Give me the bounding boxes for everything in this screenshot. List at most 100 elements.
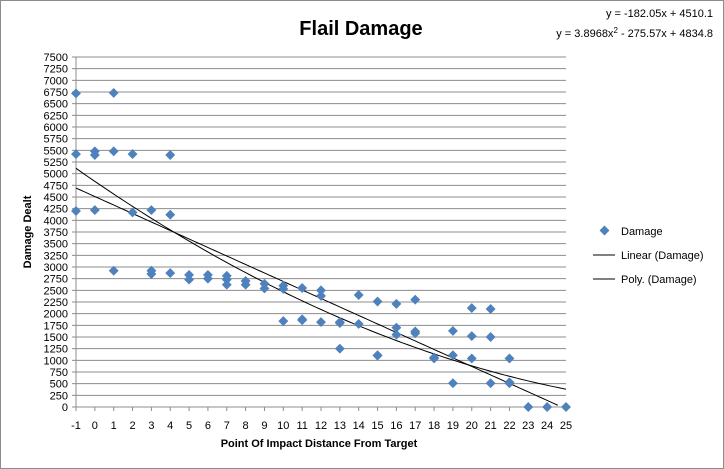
y-tick-label: 3750 [44,227,68,239]
y-tick-label: 2000 [44,309,68,321]
y-tick-label: 750 [50,367,68,379]
y-tick-label: 4500 [44,192,68,204]
x-tick-label: 9 [261,420,267,432]
legend-marker-damage [599,225,610,236]
y-tick-label: 5500 [44,145,68,157]
y-tick-label: 7000 [44,75,68,87]
y-tick-label: 1500 [44,332,68,344]
data-point [165,150,176,160]
data-point [89,150,100,160]
data-point [523,402,534,412]
data-point [259,283,270,294]
data-point [278,316,289,327]
poly-equation-suffix: - 275.57x + 4834.8 [618,28,713,40]
data-point [127,149,138,160]
data-point [108,87,119,98]
data-point [316,317,326,328]
data-point [372,296,383,307]
data-point [127,207,138,218]
data-point [353,318,364,329]
data-point [221,279,232,290]
x-tick-label: -1 [71,420,81,432]
poly-trendline [75,167,567,390]
data-point [165,268,176,279]
data-point [504,378,515,389]
x-tick-labels: -1 0 1 2 3 4 5 6 7 8 9 10 11 12 13 14 15 16 17 18 19 20 21 22 23… [71,420,572,432]
y-tick-label: 4250 [44,204,68,216]
y-tick-label: 4750 [44,180,68,192]
data-point [410,328,421,339]
x-tick-label: 17 [409,420,421,432]
data-point [353,290,364,300]
legend-label-linear: Linear (Damage) [621,250,704,262]
x-axis-label: Point Of Impact Distance From Target [221,438,418,450]
legend: Damage Linear (Damage) Poly. (Damage) [593,225,704,286]
x-tick-label: 18 [428,420,440,432]
x-tick-label: 12 [315,420,327,432]
y-tick-label: 3500 [44,239,68,251]
data-point [71,88,81,99]
y-tick-label: 5000 [44,169,68,181]
y-tick-label: 3250 [44,250,68,262]
y-tick-label: 5250 [44,157,68,169]
data-point [297,315,308,326]
data-point [447,325,458,336]
x-tick-label: 4 [167,420,173,432]
data-point [372,350,383,361]
y-tick-label: 3000 [44,262,68,274]
y-tick-label: 6500 [44,99,68,111]
data-point [485,304,496,314]
x-tick-label: 11 [296,420,307,432]
y-tick-label: 6000 [44,122,68,134]
legend-label-poly: Poly. (Damage) [621,274,697,286]
poly-equation: y = 3.8968x2 - 275.57x + 4834.8 [556,26,713,40]
legend-label-damage: Damage [621,226,663,238]
x-tick-label: 5 [186,420,192,432]
y-tick-label: 7500 [44,52,68,64]
y-tick-label: 1000 [44,355,68,367]
y-axis-label: Damage Dealt [22,195,34,268]
chart-title: Flail Damage [299,18,422,40]
data-point [71,206,81,216]
y-tick-label: 1250 [44,344,68,356]
data-point [466,331,477,342]
y-tick-label: 4000 [44,215,68,227]
x-tick-label: 1 [111,420,117,432]
data-point [504,353,515,364]
x-tick-label: 14 [353,420,365,432]
x-tick-label: 25 [560,420,572,432]
y-tick-label: 5750 [44,134,68,146]
y-tick-label: 6250 [44,110,68,122]
x-tick-label: 13 [334,420,346,432]
data-point [466,353,477,364]
data-point [297,283,308,293]
data-point [71,149,81,160]
y-tick-label: 2500 [44,285,68,297]
x-tick-label: 3 [148,420,154,432]
data-point [108,146,119,157]
data-point [410,294,421,305]
x-tick-label: 8 [243,420,249,432]
y-tick-label: 6750 [44,87,68,99]
x-tick-label: 20 [466,420,478,432]
y-tick-labels: 0250500750100012501500175020002250250027… [44,52,68,414]
data-point [316,285,326,296]
data-point [240,279,251,290]
data-point [485,332,496,342]
data-point [447,378,458,389]
data-point [391,329,402,340]
y-tick-label: 250 [50,390,68,402]
y-tick-label: 7250 [44,64,68,76]
data-point [485,378,496,389]
x-tick-label: 7 [224,420,230,432]
x-tick-label: 21 [484,420,496,432]
y-tick-label: 500 [50,379,68,391]
x-tick-label: 15 [371,420,383,432]
x-tick-label: 10 [277,420,289,432]
gridlines [72,56,567,411]
x-tick-label: 0 [92,420,98,432]
x-tick-label: 19 [447,420,459,432]
y-tick-label: 2250 [44,297,68,309]
